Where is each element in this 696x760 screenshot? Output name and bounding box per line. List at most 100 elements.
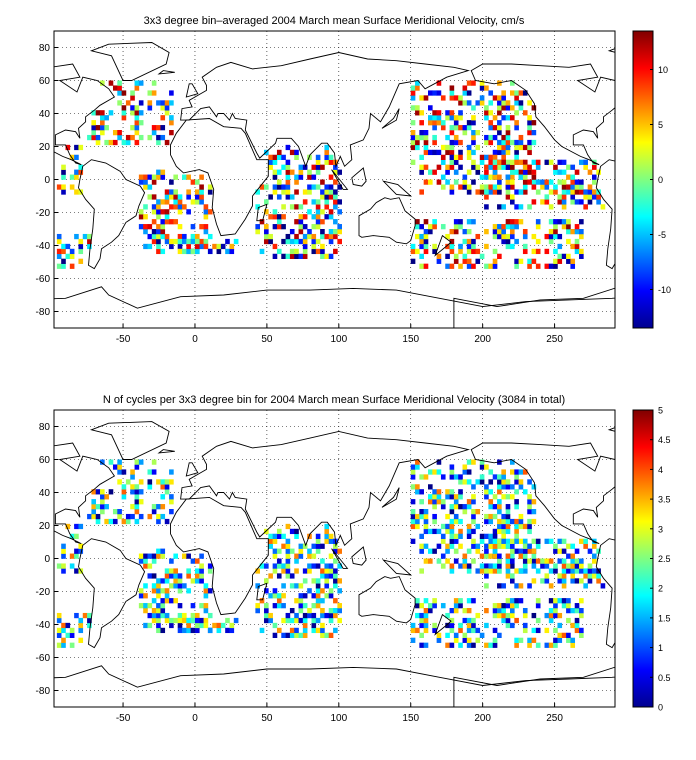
bin-cell [449,110,455,116]
bin-cell [475,248,481,255]
bin-cell [272,159,278,165]
bin-cell [509,608,515,614]
bin-cell [514,149,519,156]
bin-cell [527,523,532,530]
bin-cell [164,110,170,116]
bin-cell [527,144,532,151]
bin-cell [505,479,511,485]
bin-cell [160,209,166,215]
bin-cell [151,238,157,245]
bin-cell [410,105,416,111]
bin-cell [125,518,131,525]
bin-cell [432,134,437,141]
bin-cell [428,484,433,490]
bin-cell [432,494,437,500]
bin-cell [285,563,291,569]
bin-cell [462,184,468,190]
coastline [180,430,471,548]
bin-cell [449,563,455,569]
bin-cell [458,622,463,629]
bin-cell [453,632,459,638]
bin-cell [320,588,325,594]
bin-cell [570,189,576,195]
bin-cell [298,598,304,604]
bin-cell [61,174,66,180]
bin-cell [320,598,325,604]
bin-cell [419,612,424,619]
bin-cell [522,548,528,554]
bin-cell [505,130,511,136]
bin-cell [289,204,295,210]
bin-cell [160,504,166,510]
bin-cell [423,523,429,530]
bin-cell [255,229,260,235]
bin-cell [164,214,170,220]
bin-cell [527,583,532,589]
bin-cell [548,583,554,589]
bin-cell [164,219,170,225]
bin-cell [199,174,204,180]
bin-cell [160,134,166,141]
bin-cell [156,125,161,131]
bin-cell [509,494,515,500]
bin-cell [169,90,174,96]
bin-cell [505,134,511,141]
bin-cell [518,90,524,96]
bin-cell [415,459,420,465]
bin-cell [160,548,166,554]
bin-cell [458,219,463,225]
bin-cell [272,154,278,160]
bin-cell [579,159,584,165]
coastlines [54,421,615,707]
bin-cell [315,603,321,609]
bin-cell [177,248,183,255]
bin-cell [553,164,558,170]
bin-cell [74,169,79,175]
bin-cell [117,469,122,475]
bin-cell [264,233,269,240]
bin-cell [553,608,558,614]
bin-cell [488,134,494,141]
bin-cell [479,568,485,574]
bin-cell [475,523,481,530]
bin-cell [509,543,515,549]
bin-cell [87,238,92,245]
bin-cell [199,189,204,195]
bin-cell [501,95,506,101]
bin-cell [548,233,554,240]
bin-cell [514,125,519,131]
bin-cell [324,214,330,220]
bin-cell [579,248,584,255]
bin-cell [509,538,515,544]
bin-cell [294,233,299,240]
bin-cell [453,169,459,175]
bin-cell [501,204,506,210]
bin-cell [428,499,433,505]
bin-cell [74,144,79,151]
bin-cell [557,632,563,638]
bin-cell [466,125,472,131]
bin-cell [518,538,524,544]
bin-cell [315,533,321,539]
bin-cell [574,608,580,614]
bin-cell [466,229,472,235]
bin-cell [264,199,269,205]
coastline [54,442,116,545]
bin-cell [207,627,213,634]
bin-cell [324,533,330,539]
bin-cell [514,603,519,609]
bin-cell [432,219,437,225]
bin-cell [302,224,308,230]
bin-cell [315,169,321,175]
bin-cell [294,568,299,574]
bin-cell [315,593,321,599]
bin-cell [553,258,558,264]
bin-cell [484,243,489,250]
bin-cell [497,253,502,259]
bin-cell [419,632,424,638]
bin-cell [492,637,498,643]
bin-cell [492,263,498,269]
bin-cell [458,164,463,170]
bin-cell [423,248,429,255]
bin-cell [432,548,437,554]
